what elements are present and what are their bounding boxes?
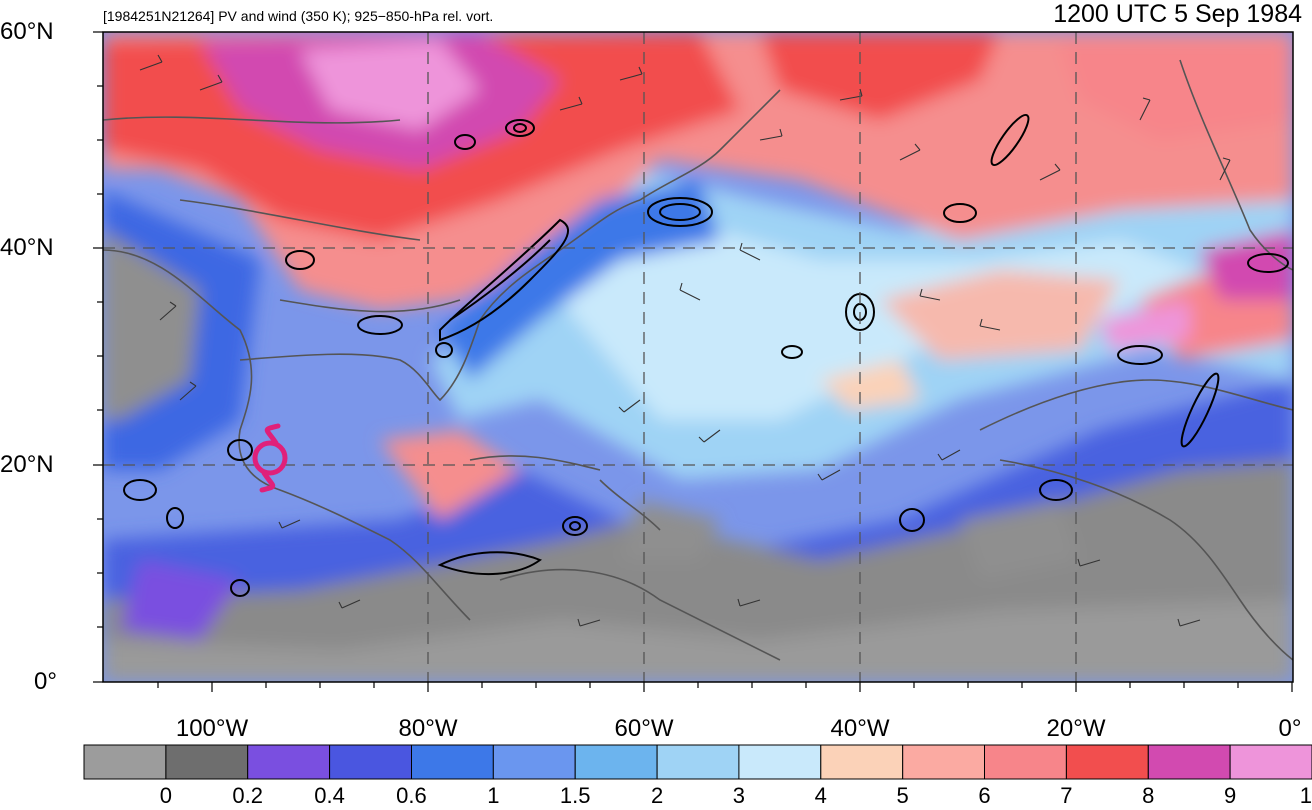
colorbar-label: 5 [896, 783, 909, 808]
wind-barbs [139, 54, 1231, 627]
colorbar-box [738, 744, 822, 780]
colorbar-box [902, 744, 986, 780]
colorbar-label: 10 [1299, 783, 1312, 808]
pv-colorbar [83, 744, 1312, 780]
vorticity-contours [123, 114, 1289, 597]
colorbar-label: 9 [1224, 783, 1237, 808]
lat-label-40n: 40°N [0, 234, 54, 261]
colorbar-box [984, 744, 1067, 780]
colorbar-box [165, 744, 249, 780]
colorbar-box [83, 744, 167, 780]
tropical-cyclone-icon [252, 423, 288, 493]
colorbar-label: 7 [1060, 783, 1073, 808]
colorbar-box [574, 744, 658, 780]
lon-label-40w: 40°W [830, 715, 890, 742]
lon-label-100w: 100°W [175, 715, 249, 742]
colorbar-label: 8 [1142, 783, 1155, 808]
colorbar-label: 1.5 [559, 783, 591, 808]
colorbar-label: 4 [814, 783, 827, 808]
colorbar-box [329, 744, 413, 780]
lon-label-80w: 80°W [398, 715, 458, 742]
colorbar-box [656, 744, 740, 780]
lon-label-0: 0° [1278, 715, 1302, 742]
colorbar-box [411, 744, 494, 780]
colorbar-label: 0.2 [232, 783, 264, 808]
colorbar-label: 1 [487, 783, 500, 808]
lat-label-equator: 0° [34, 668, 57, 695]
lat-label-20n: 20°N [0, 451, 54, 478]
colorbar-box [247, 744, 331, 780]
colorbar-box [492, 744, 576, 780]
pv-shading [103, 32, 1293, 682]
colorbar-box [1065, 744, 1149, 780]
lon-label-60w: 60°W [614, 715, 674, 742]
colorbar-label: 0 [159, 783, 172, 808]
coastlines [103, 59, 1293, 661]
colorbar-label: 3 [732, 783, 746, 808]
colorbar-label: 6 [978, 783, 991, 808]
graticule [103, 32, 1293, 682]
map-panel [103, 32, 1293, 682]
colorbar-box [820, 744, 904, 780]
colorbar-label: 0.6 [396, 783, 427, 808]
axis-ticks [93, 31, 1293, 692]
lon-label-20w: 20°W [1046, 715, 1106, 742]
colorbar-box [1147, 744, 1231, 780]
colorbar-label: 2 [650, 783, 664, 808]
lat-label-60n: 60°N [0, 18, 54, 45]
colorbar-box [1229, 744, 1312, 780]
colorbar-label: 0.4 [314, 783, 345, 808]
figure-title: 1200 UTC 5 Sep 1984 [1053, 0, 1302, 28]
figure-subtitle: [1984251N21264] PV and wind (350 K); 925… [103, 8, 494, 24]
